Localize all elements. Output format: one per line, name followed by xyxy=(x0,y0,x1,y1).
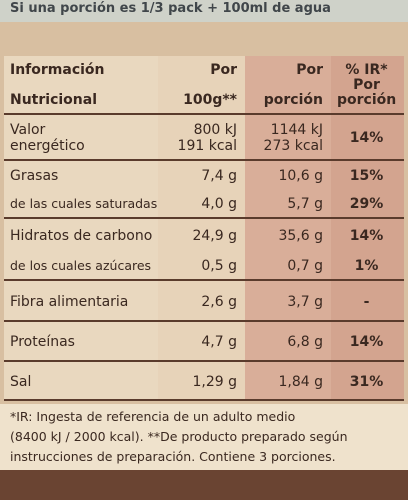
table-cell: 10,6 g 5,7 g xyxy=(245,162,331,218)
table-cell: 1144 kJ 273 kcal xyxy=(245,116,331,160)
bottom-band xyxy=(0,470,408,500)
cell-text: de las cuales saturadas xyxy=(10,196,158,211)
cell-text: Nutricional xyxy=(10,92,98,108)
table-cell: 15% 29% xyxy=(331,162,404,218)
table-cell: Por porción xyxy=(245,56,331,114)
footnote-line: *IR: Ingesta de referencia de un adulto … xyxy=(10,409,296,424)
top-note: Si una porción es 1/3 pack + 100ml de ag… xyxy=(0,0,408,22)
cell-text: 14% xyxy=(349,130,384,146)
table-cell: Por 100g** xyxy=(158,56,245,114)
row-border xyxy=(4,360,404,362)
table-cell: Fibra alimentaria xyxy=(4,283,158,321)
cell-text: 0,7 g xyxy=(287,258,323,274)
cell-text: 14% xyxy=(349,228,384,244)
cell-text: Hidratos de carbono xyxy=(10,228,153,244)
table-cell: Valor energético xyxy=(4,116,158,160)
cell-text: 191 kcal xyxy=(177,138,237,154)
table-cell: 2,6 g xyxy=(158,283,245,321)
cell-text: de los cuales azúcares xyxy=(10,258,152,273)
table-cell: 14% xyxy=(331,116,404,160)
cell-text: 29% xyxy=(349,196,384,212)
cell-text: 31% xyxy=(349,373,384,390)
cell-text: 7,4 g xyxy=(201,168,237,184)
table-cell: - xyxy=(331,283,404,321)
table-cell: 800 kJ 191 kcal xyxy=(158,116,245,160)
cell-text: 4,7 g xyxy=(201,334,237,350)
table-cell: 31% xyxy=(331,363,404,400)
cell-text: 1,29 g xyxy=(192,373,237,390)
table-cell: 14% xyxy=(331,323,404,361)
table-cell: 35,6 g 0,7 g xyxy=(245,222,331,280)
table-cell: Hidratos de carbono de los cuales azúcare… xyxy=(4,222,158,280)
cell-text: 4,0 g xyxy=(201,196,237,212)
cell-text: Sal xyxy=(10,373,32,390)
cell-text: 1% xyxy=(354,258,379,274)
row-border xyxy=(4,217,404,219)
table-cell: 1,84 g xyxy=(245,363,331,400)
cell-text: Por xyxy=(210,62,237,78)
cell-text: 15% xyxy=(349,168,384,184)
cell-text: 5,7 g xyxy=(287,196,323,212)
row-border xyxy=(4,399,404,401)
cell-text: % IR* xyxy=(345,62,388,78)
table-cell: Grasas de las cuales saturadas xyxy=(4,162,158,218)
row-border xyxy=(4,159,404,161)
table-cell: 1,29 g xyxy=(158,363,245,400)
table-cell: 4,7 g xyxy=(158,323,245,361)
cell-text: 1,84 g xyxy=(278,373,323,390)
table-cell: Proteínas xyxy=(4,323,158,361)
table-cell: Información Nutricional xyxy=(4,56,158,114)
cell-text: Fibra alimentaria xyxy=(10,294,129,310)
cell-text: 100g** xyxy=(183,92,237,108)
table-cell: 24,9 g 0,5 g xyxy=(158,222,245,280)
cell-text: Información xyxy=(10,62,105,78)
table-cell: % IR* Por porción xyxy=(331,56,404,114)
footnote-line: instrucciones de preparación. Contiene 3… xyxy=(10,449,336,464)
cell-text: 24,9 g xyxy=(192,228,237,244)
row-border xyxy=(4,279,404,281)
cell-text: Por xyxy=(353,77,380,93)
cell-text: 3,7 g xyxy=(287,294,323,310)
cell-text: 2,6 g xyxy=(201,294,237,310)
table-cell: 14% 1% xyxy=(331,222,404,280)
row-border xyxy=(4,113,404,115)
cell-text: 6,8 g xyxy=(287,334,323,350)
footnote: *IR: Ingesta de referencia de un adulto … xyxy=(0,404,408,470)
cell-text: 800 kJ xyxy=(193,122,237,138)
cell-text: 0,5 g xyxy=(201,258,237,274)
cell-text: porción xyxy=(263,92,323,108)
cell-text: porción xyxy=(337,92,397,108)
cell-text: Por xyxy=(296,62,323,78)
cell-text: energético xyxy=(10,138,85,154)
footnote-line: (8400 kJ / 2000 kcal). **De producto pre… xyxy=(10,429,348,444)
table-cell: 7,4 g 4,0 g xyxy=(158,162,245,218)
cell-text: 10,6 g xyxy=(278,168,323,184)
table-cell: Sal xyxy=(4,363,158,400)
row-border xyxy=(4,320,404,322)
cell-text: Proteínas xyxy=(10,334,75,350)
cell-text: 14% xyxy=(349,334,384,350)
cell-text: 35,6 g xyxy=(278,228,323,244)
cell-text: - xyxy=(363,294,370,310)
cell-text: 1144 kJ xyxy=(270,122,323,138)
cell-text: 273 kcal xyxy=(263,138,323,154)
cell-text: Grasas xyxy=(10,168,59,184)
table-cell: 3,7 g xyxy=(245,283,331,321)
cell-text: Valor xyxy=(10,122,46,138)
table-cell: 6,8 g xyxy=(245,323,331,361)
